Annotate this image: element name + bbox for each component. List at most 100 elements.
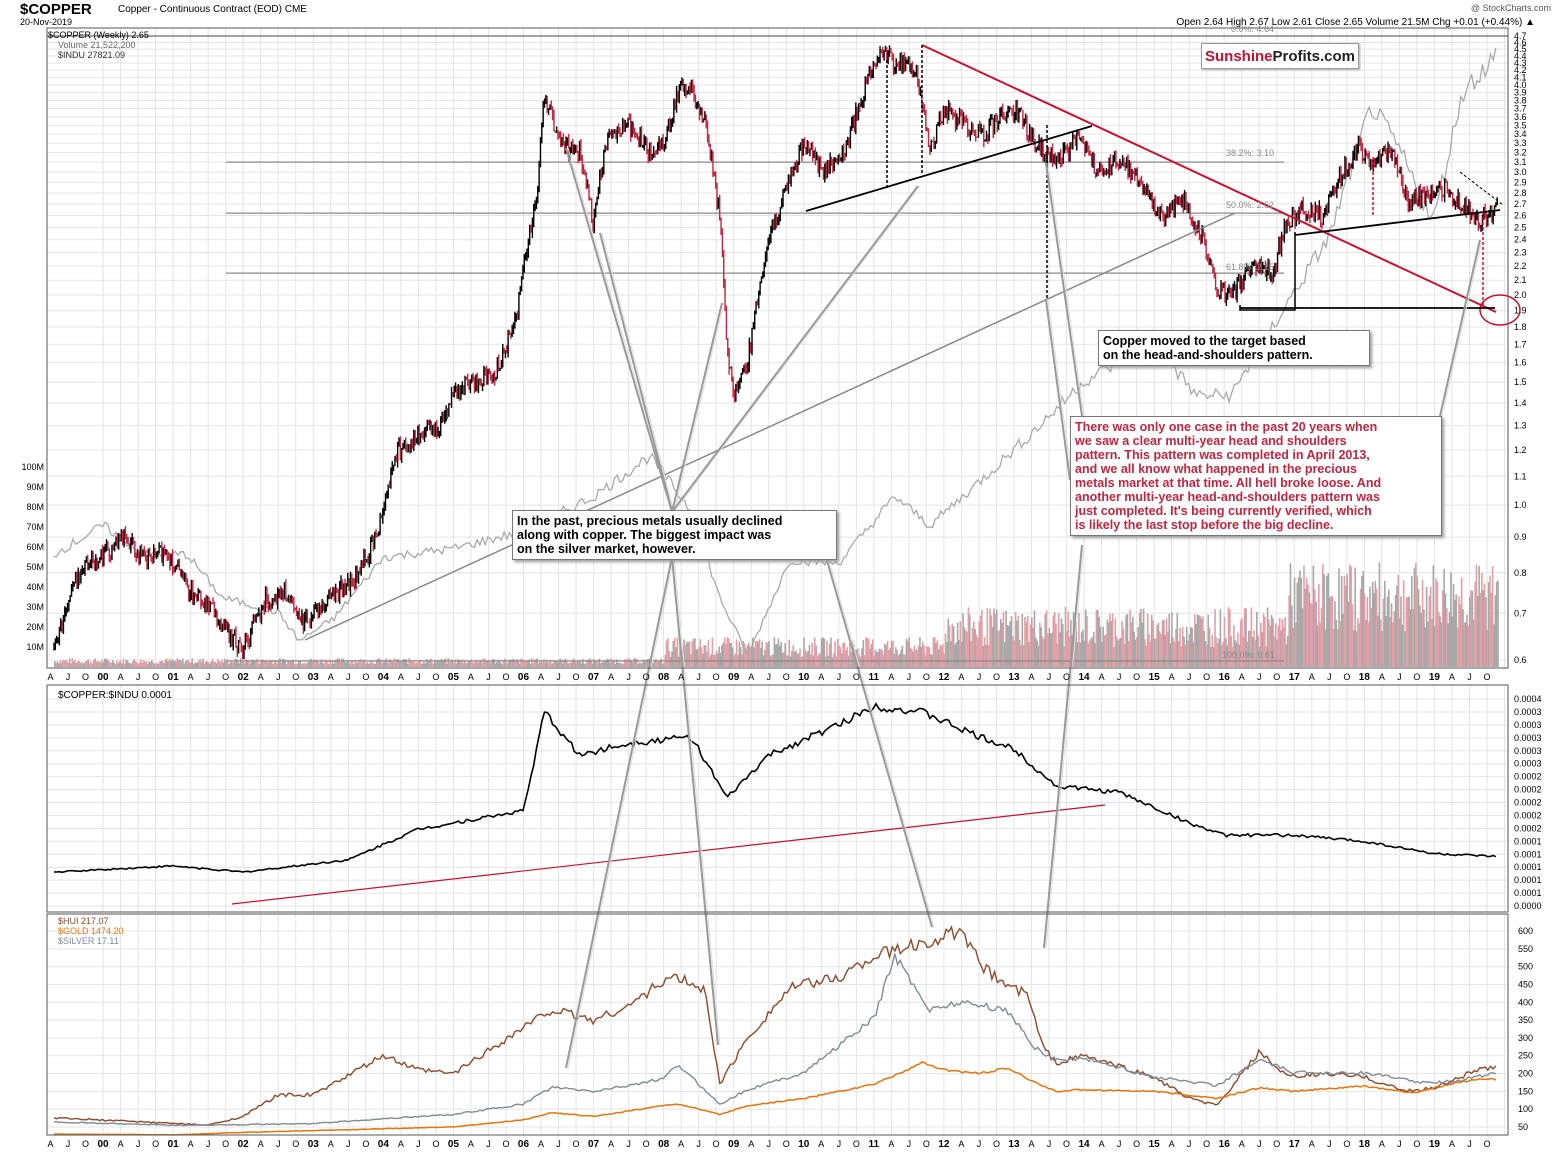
volume-bar	[777, 638, 780, 667]
volume-bar	[1132, 616, 1134, 667]
x-tick-label: O	[82, 1139, 89, 1149]
volume-bar	[256, 658, 258, 667]
volume-bar	[1194, 614, 1196, 667]
volume-bar	[599, 663, 602, 667]
volume-bar	[1408, 596, 1410, 667]
volume-bar	[114, 663, 117, 667]
volume-bar	[320, 659, 323, 667]
volume-bar	[1459, 604, 1462, 667]
legend-ratio: $COPPER:$INDU 0.0001	[58, 690, 172, 701]
volume-bar	[1464, 622, 1467, 667]
volume-bar	[381, 663, 384, 667]
volume-bar	[1346, 574, 1348, 667]
volume-bar	[1292, 627, 1294, 667]
copper-y-tick: 1.8	[1514, 322, 1527, 332]
volume-bar	[966, 631, 968, 667]
volume-bar	[734, 653, 737, 667]
volume-bar	[1184, 644, 1187, 667]
volume-bar	[721, 645, 723, 667]
x-tick-label: O	[502, 1139, 509, 1149]
volume-bar	[218, 660, 221, 667]
volume-bar	[1304, 588, 1307, 667]
volume-bar	[869, 648, 871, 667]
volume-bar	[186, 660, 188, 667]
pointer-line-shadow	[1047, 299, 1073, 481]
copper-y-tick: 2.4	[1514, 235, 1527, 245]
volume-bar	[1189, 627, 1192, 667]
volume-bar	[838, 645, 840, 667]
volume-bar	[692, 638, 695, 667]
volume-bar	[1436, 581, 1439, 667]
volume-bar	[673, 637, 676, 667]
volume-bar	[74, 659, 76, 667]
volume-bar	[1212, 646, 1215, 667]
x-tick-label: J	[1117, 1139, 1122, 1149]
volume-bar	[814, 637, 816, 667]
volume-bar	[1470, 590, 1472, 667]
volume-bar	[560, 659, 563, 667]
volume-bar	[614, 663, 617, 667]
legend-volume: Volume 21,522,200	[58, 40, 136, 50]
volume-bar	[1179, 628, 1181, 667]
volume-bar	[319, 661, 322, 667]
copper-y-tick: 2.2	[1514, 261, 1527, 271]
volume-bar	[401, 660, 404, 667]
volume-bar	[287, 660, 289, 667]
brand-logo: Sunshine Profits.com	[1201, 43, 1359, 69]
volume-bar	[987, 645, 990, 667]
volume-bar	[120, 660, 122, 667]
volume-bar	[494, 663, 497, 667]
x-tick-label: O	[1133, 672, 1140, 682]
volume-bar	[531, 658, 533, 667]
volume-bar	[750, 647, 753, 667]
volume-bar	[951, 623, 954, 667]
hui-line	[53, 925, 1497, 1126]
volume-bar	[1472, 619, 1475, 667]
volume-bar	[925, 646, 928, 667]
volume-bar	[593, 658, 595, 667]
volume-bar	[184, 661, 187, 667]
volume-bar	[227, 663, 230, 667]
volume-bar	[579, 660, 582, 667]
volume-bar	[366, 662, 369, 667]
metals-y-tick: 200	[1518, 1069, 1533, 1079]
volume-bar	[117, 663, 119, 667]
volume-bar	[1424, 627, 1427, 667]
volume-bar	[832, 653, 835, 667]
volume-bar	[529, 663, 532, 667]
volume-bar	[98, 661, 101, 667]
volume-bar	[1181, 627, 1184, 667]
volume-bar	[667, 638, 669, 667]
volume-bar	[766, 642, 769, 667]
volume-bar	[704, 645, 707, 667]
volume-bar	[1334, 601, 1336, 667]
ratio-line	[53, 702, 1497, 874]
volume-bar	[1191, 627, 1193, 667]
volume-bar	[1485, 597, 1487, 667]
volume-bar	[253, 661, 256, 667]
volume-bar	[725, 644, 727, 667]
x-tick-label: A	[1449, 672, 1455, 682]
volume-bar	[495, 662, 498, 667]
volume-bar	[234, 658, 237, 667]
x-tick-label: 08	[658, 1139, 670, 1150]
volume-bar	[1137, 626, 1140, 667]
volume-bar	[1105, 634, 1107, 667]
pointer-line	[1045, 299, 1071, 481]
volume-bar	[1367, 622, 1370, 667]
volume-bar	[528, 659, 530, 667]
copper-y-tick: 3.4	[1514, 129, 1527, 139]
x-tick-label: J	[1327, 1139, 1332, 1149]
volume-bar	[525, 661, 528, 667]
series-lines	[53, 45, 1498, 1136]
volume-bar	[1219, 609, 1222, 667]
volume-bar	[221, 659, 223, 667]
copper-y-tick: 4.6	[1514, 38, 1527, 48]
x-tick-label: J	[1187, 1139, 1192, 1149]
volume-bar	[323, 663, 326, 667]
volume-bar	[1200, 618, 1203, 667]
volume-bar	[1291, 605, 1293, 667]
volume-bar	[1382, 598, 1385, 667]
volume-bar	[415, 663, 417, 667]
volume-bar	[336, 658, 339, 667]
